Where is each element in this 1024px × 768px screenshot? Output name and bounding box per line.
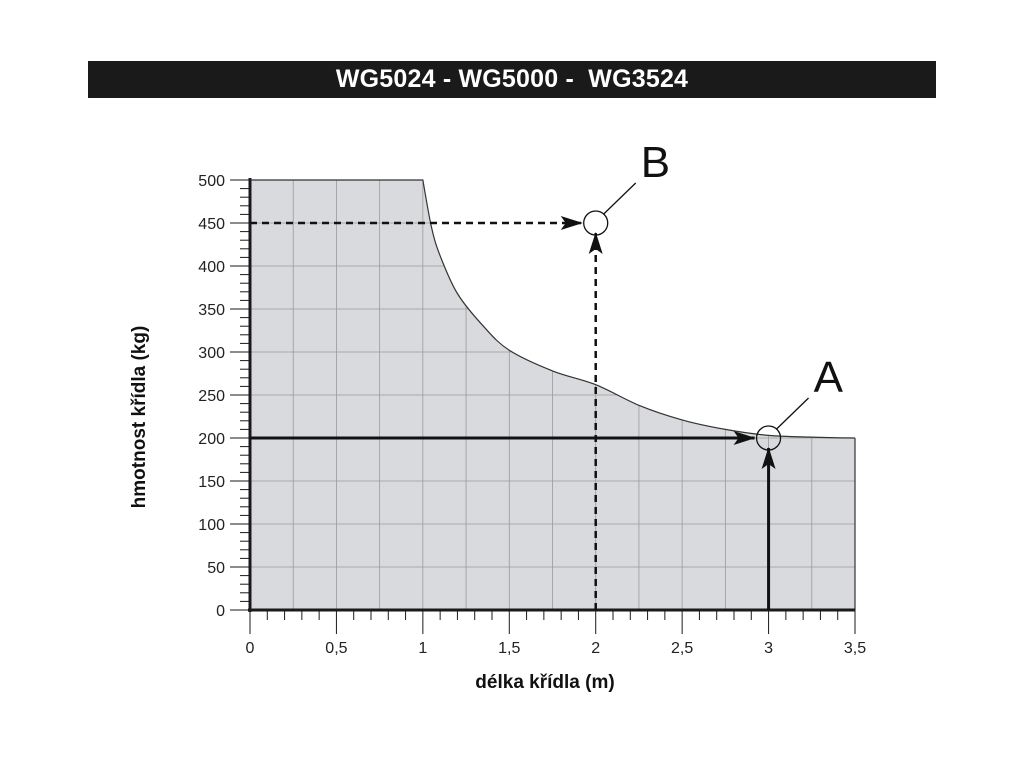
x-tick-label: 2 (591, 640, 600, 657)
y-tick-label: 500 (198, 173, 225, 190)
x-tick-label: 1,5 (498, 640, 520, 657)
y-tick-label: 150 (198, 474, 225, 491)
marker-b-circle (583, 210, 609, 236)
x-tick-label: 1 (418, 640, 427, 657)
marker-a-circle (755, 425, 782, 451)
chart-title: WG5024 - WG5000 - WG3524 (88, 61, 936, 98)
y-tick-label: 400 (198, 259, 225, 276)
x-tick-label: 3 (764, 640, 773, 657)
markers: AB (583, 138, 844, 451)
x-tick-label: 3,5 (844, 640, 866, 657)
y-tick-label: 100 (198, 517, 225, 534)
tick-labels: 0 50 100 150 200 250 300 350 400 450 500 0 0,5 1 1,5 2 2… (198, 173, 866, 657)
x-tick-label: 0,5 (325, 640, 347, 657)
marker-a-label: A (814, 353, 844, 402)
y-tick-label: 350 (198, 302, 225, 319)
y-tick-label: 200 (198, 431, 225, 448)
marker-b-label: B (641, 138, 670, 187)
x-axis-label: délka křídla (m) (475, 672, 614, 693)
y-tick-label: 50 (207, 560, 225, 577)
guide-arrows (250, 216, 776, 610)
marker-b-leader (603, 182, 637, 215)
limit-curve (250, 179, 856, 439)
x-tick-label: 2,5 (671, 640, 693, 657)
y-tick-label: 300 (198, 345, 225, 362)
tick-marks (230, 179, 856, 634)
marker-a-leader (776, 397, 810, 430)
y-axis-label: hmotnost křídla (kg) (129, 326, 150, 509)
y-tick-label: 0 (216, 603, 225, 620)
y-tick-label: 450 (198, 216, 225, 233)
y-tick-label: 250 (198, 388, 225, 405)
x-tick-label: 0 (246, 640, 255, 657)
